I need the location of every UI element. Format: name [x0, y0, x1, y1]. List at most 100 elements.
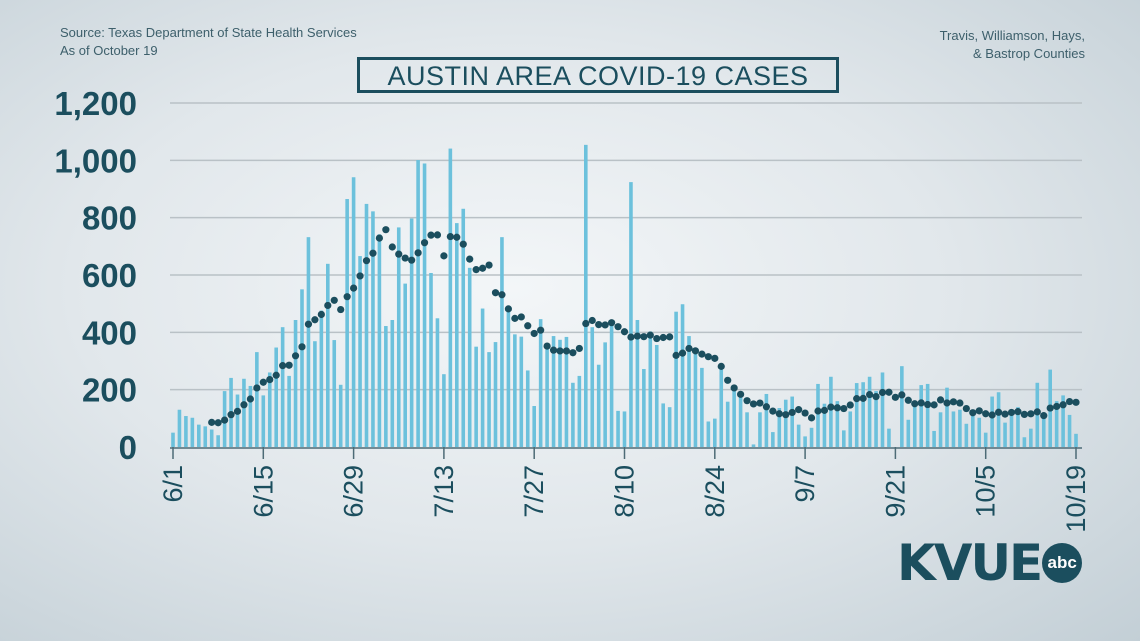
rolling-average-dot: [969, 409, 977, 417]
bar: [319, 310, 324, 447]
bar: [874, 391, 878, 447]
bar: [377, 234, 382, 447]
bar: [925, 383, 930, 447]
bar: [951, 411, 956, 447]
bar: [564, 336, 569, 447]
bar: [706, 421, 711, 447]
bar: [313, 341, 317, 447]
rolling-average-dot: [756, 399, 764, 407]
rolling-average-dot: [711, 354, 719, 362]
bar: [584, 144, 588, 447]
bar: [429, 272, 433, 447]
bar: [551, 336, 556, 447]
rolling-average-dot: [279, 362, 287, 370]
rolling-average-dot: [730, 384, 738, 392]
bar: [287, 375, 291, 447]
rolling-average-dot: [233, 407, 242, 415]
rolling-average-dot: [259, 378, 267, 386]
bar: [338, 384, 343, 447]
rolling-average-dot: [266, 375, 274, 384]
rolling-average-dot: [517, 313, 525, 321]
bar: [203, 426, 208, 447]
abc-logo-icon: abc: [1042, 543, 1083, 583]
bar: [854, 383, 859, 447]
bar: [977, 417, 982, 447]
bar: [796, 424, 801, 447]
rolling-average-dot: [369, 249, 377, 257]
bar: [738, 393, 743, 447]
bar: [771, 432, 775, 447]
rolling-average-dot: [395, 250, 403, 258]
bar: [545, 348, 549, 447]
bar: [1074, 433, 1078, 447]
rolling-average-dot: [272, 371, 280, 379]
rolling-average-dot: [801, 409, 809, 417]
bar: [609, 320, 614, 447]
rolling-average-dot: [975, 407, 983, 415]
bar: [209, 429, 214, 447]
x-tick-label: 10/19: [1061, 465, 1091, 533]
rolling-average-dot: [1020, 410, 1028, 419]
x-tick-label: 9/7: [790, 465, 820, 503]
rolling-average-dot: [749, 400, 758, 408]
bar: [674, 311, 678, 447]
rolling-average-dot: [588, 316, 596, 325]
rolling-average-dot: [208, 418, 216, 426]
rolling-average-dot: [440, 252, 448, 260]
rolling-average-dot: [904, 396, 912, 404]
bar: [351, 177, 356, 447]
rolling-average-dot: [330, 296, 338, 304]
bar: [842, 430, 846, 447]
bar: [867, 376, 872, 447]
bar: [1016, 407, 1020, 447]
bar: [519, 336, 524, 447]
rolling-average-dot: [788, 408, 796, 417]
bar: [235, 394, 240, 447]
y-tick-label: 1,000: [54, 142, 137, 179]
rolling-average-dot: [524, 322, 532, 330]
rolling-average-dot: [762, 403, 771, 411]
bar: [1054, 401, 1059, 447]
bar: [603, 342, 607, 447]
bar: [384, 326, 388, 447]
bar: [635, 320, 640, 447]
bar: [803, 436, 807, 447]
rolling-average-dot: [891, 393, 900, 401]
bar: [596, 364, 601, 447]
bar: [1009, 412, 1014, 447]
bar: [642, 369, 646, 447]
bar: [487, 352, 491, 447]
bar: [248, 385, 253, 447]
bar: [861, 382, 865, 447]
rolling-average-dot: [924, 400, 932, 409]
rolling-average-dot: [917, 399, 925, 407]
rolling-average-dot: [633, 332, 642, 340]
bar: [506, 307, 511, 447]
rolling-average-dot: [453, 233, 461, 241]
rolling-average-dot: [601, 321, 609, 329]
bar: [829, 376, 833, 447]
source-note: Source: Texas Department of State Health…: [60, 24, 357, 60]
kvue-logo: KVUE abc: [897, 534, 1083, 592]
rolling-average-dot: [807, 414, 816, 422]
x-tick-label: 7/13: [429, 465, 459, 518]
bar: [783, 399, 788, 447]
bar: [958, 409, 962, 447]
rolling-average-dot: [640, 333, 648, 341]
rolling-average-dot: [298, 343, 306, 351]
rolling-average-dot: [949, 398, 958, 406]
bar: [648, 331, 653, 447]
rolling-average-dot: [1014, 408, 1022, 416]
rolling-average-dot: [472, 266, 480, 274]
bar: [725, 401, 730, 447]
y-tick-label: 200: [82, 372, 137, 409]
rolling-average-dot: [214, 419, 222, 427]
rolling-average-dot: [769, 407, 777, 415]
rolling-average-dot: [827, 403, 835, 411]
rolling-average-dot: [1046, 404, 1054, 412]
rolling-average-dot: [820, 406, 829, 414]
bar: [390, 320, 395, 447]
rolling-average-dot: [562, 347, 571, 355]
rolling-average-dot: [743, 397, 751, 405]
